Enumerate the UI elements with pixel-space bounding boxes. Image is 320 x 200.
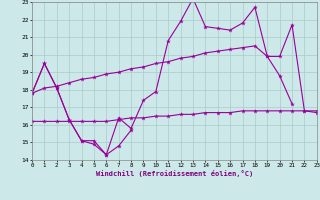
X-axis label: Windchill (Refroidissement éolien,°C): Windchill (Refroidissement éolien,°C) — [96, 170, 253, 177]
